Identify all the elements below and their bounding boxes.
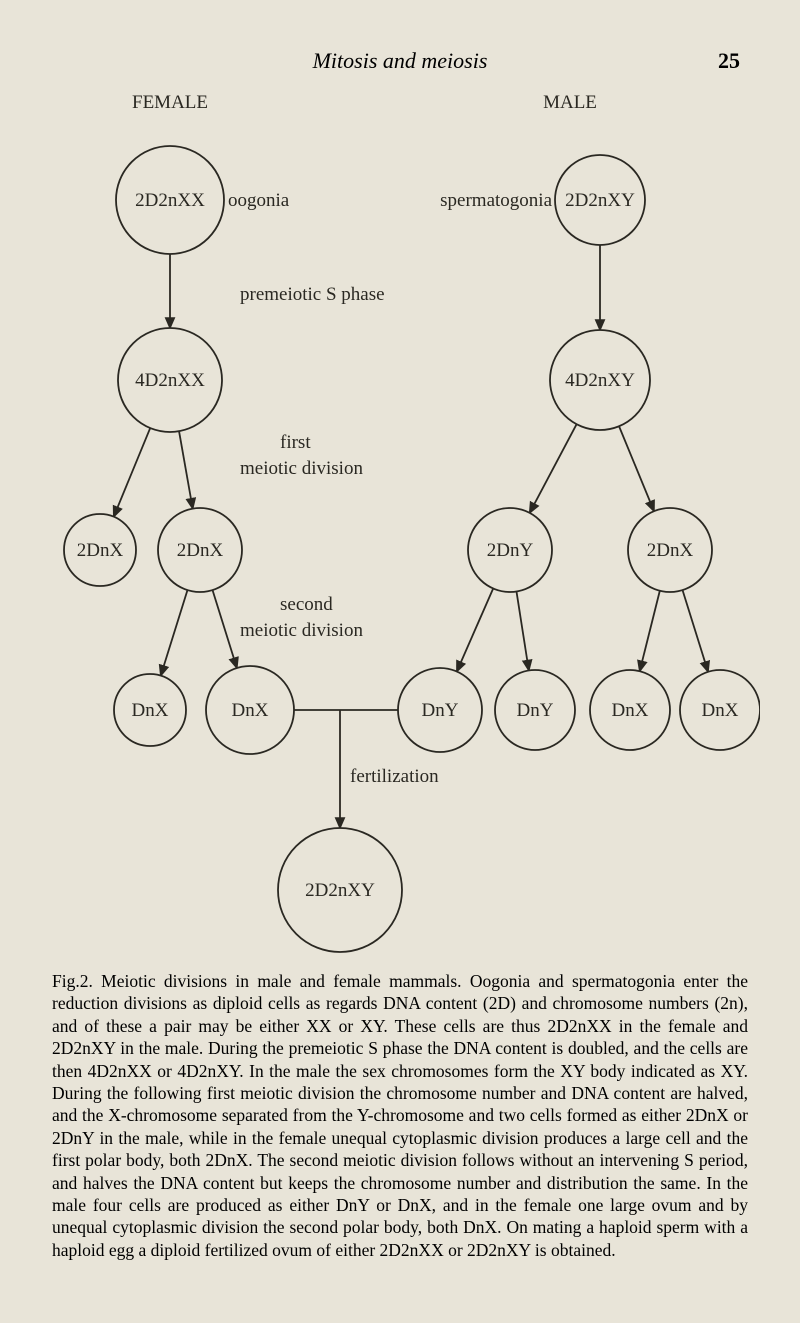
- caption-text: Meiotic divisions in male and female mam…: [52, 971, 748, 1260]
- meiosis-diagram: FEMALE MALE 2D2nXX 2D2nXY 4D2nXX 4D2nXY 2DnX 2D…: [40, 90, 760, 960]
- female-header: FEMALE: [132, 92, 208, 113]
- caption-prefix: Fig.2.: [52, 971, 101, 991]
- cell-label-m4c: DnX: [612, 700, 649, 721]
- edge: [640, 591, 660, 671]
- cell-label-m3b: 2DnX: [647, 540, 694, 561]
- male-header: MALE: [543, 92, 597, 113]
- cell-label-f3a: 2DnX: [77, 540, 124, 561]
- cell-label-f3b: 2DnX: [177, 540, 224, 561]
- cell-label-f4b: DnX: [232, 700, 269, 721]
- stage-label-2: premeiotic S phase: [240, 284, 385, 305]
- stage-label-5: second: [280, 594, 333, 615]
- stage-label-1: spermatogonia: [440, 190, 552, 211]
- cell-label-m4a: DnY: [422, 700, 459, 721]
- cell-label-m1: 2D2nXY: [565, 190, 635, 211]
- edge: [213, 590, 237, 668]
- cell-label-m3a: 2DnY: [487, 540, 534, 561]
- edge: [114, 428, 150, 517]
- edge: [516, 591, 528, 670]
- chapter-title: Mitosis and meiosis: [313, 48, 488, 74]
- edge: [619, 426, 654, 511]
- cell-label-zygote: 2D2nXY: [305, 880, 375, 901]
- edge: [457, 588, 493, 671]
- edge: [161, 590, 188, 676]
- stage-label-3: first: [280, 432, 311, 453]
- edge: [179, 431, 193, 508]
- stage-label-0: oogonia: [228, 190, 290, 211]
- page: Mitosis and meiosis 25 FEMALE MALE 2D2nXX 2…: [0, 0, 800, 1323]
- cell-label-f4a: DnX: [132, 700, 169, 721]
- stage-label-7: fertilization: [350, 766, 439, 787]
- edge: [683, 590, 709, 672]
- figure-caption: Fig.2. Meiotic divisions in male and fem…: [52, 970, 748, 1261]
- stage-label-6: meiotic division: [240, 620, 363, 641]
- cell-label-m4b: DnY: [517, 700, 554, 721]
- cell-label-f2: 4D2nXX: [135, 370, 205, 391]
- cell-label-m4d: DnX: [702, 700, 739, 721]
- stage-label-4: meiotic division: [240, 458, 363, 479]
- edge: [530, 424, 577, 513]
- cell-label-m2: 4D2nXY: [565, 370, 635, 391]
- page-number: 25: [718, 48, 740, 74]
- cell-label-f1: 2D2nXX: [135, 190, 205, 211]
- page-header: Mitosis and meiosis 25: [0, 48, 800, 74]
- diagram-svg: FEMALE MALE 2D2nXX 2D2nXY 4D2nXX 4D2nXY 2DnX 2D…: [40, 90, 760, 960]
